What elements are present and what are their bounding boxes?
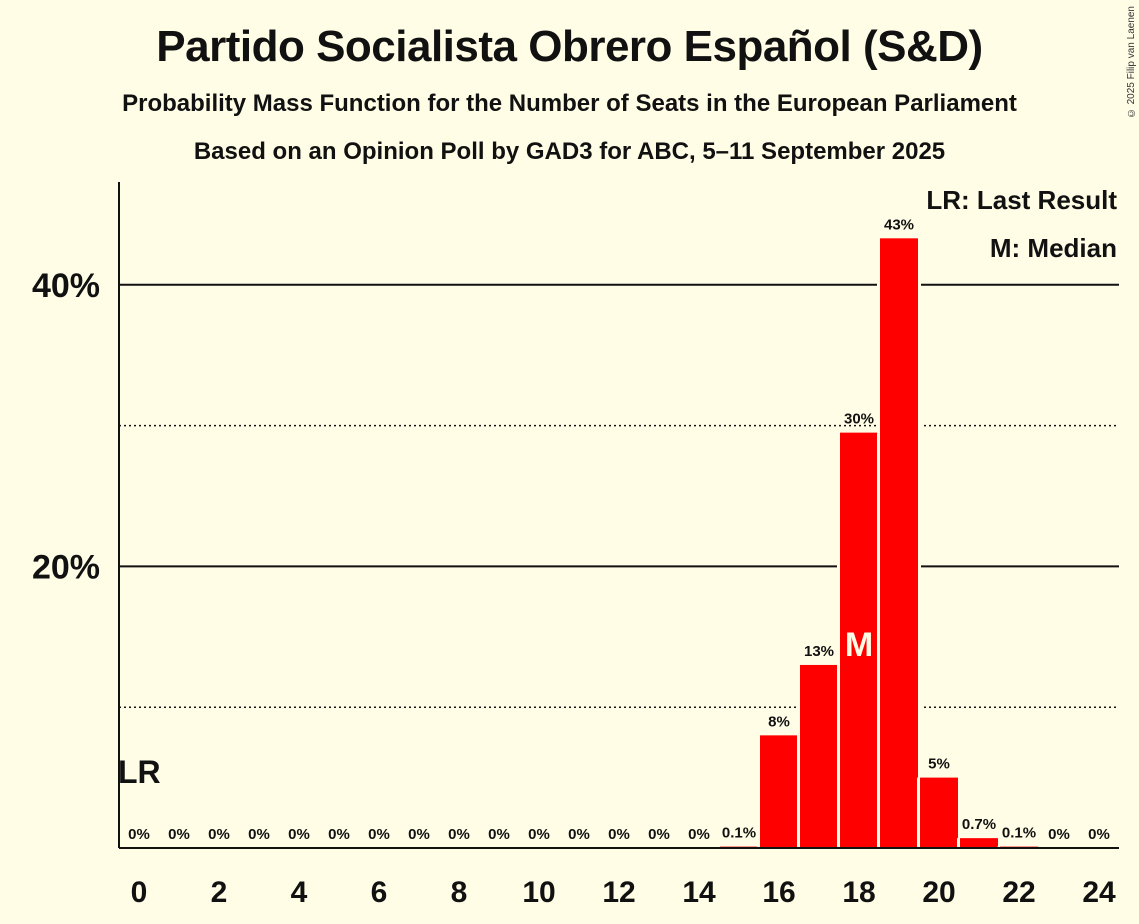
last-result-marker: LR (118, 754, 161, 790)
data-label: 43% (884, 216, 914, 233)
bar (880, 238, 918, 848)
data-label: 0% (568, 826, 590, 843)
data-label: 0% (648, 826, 670, 843)
x-tick-label: 6 (371, 876, 388, 909)
bar (760, 735, 798, 848)
data-label: 0% (328, 826, 350, 843)
x-tick-label: 2 (211, 876, 228, 909)
x-tick-label: 4 (291, 876, 308, 909)
x-tick-label: 10 (522, 876, 555, 909)
data-label: 0% (1048, 826, 1070, 843)
data-label: 0% (128, 826, 150, 843)
bar (920, 777, 958, 848)
x-tick-label: 12 (602, 876, 635, 909)
chart-subtitle: Probability Mass Function for the Number… (122, 90, 1017, 117)
data-label: 0% (368, 826, 390, 843)
bars (717, 238, 1041, 848)
chart-source: Based on an Opinion Poll by GAD3 for ABC… (193, 138, 946, 165)
x-tick-label: 8 (451, 876, 468, 909)
data-label: 0% (408, 826, 430, 843)
chart-title: Partido Socialista Obrero Español (S&D) (156, 22, 983, 71)
x-tick-label: 22 (1002, 876, 1035, 909)
y-tick-label: 20% (32, 548, 100, 586)
data-label: 0% (168, 826, 190, 843)
bar (840, 432, 878, 848)
median-marker: M (845, 626, 873, 664)
data-label: 0% (1088, 826, 1110, 843)
x-tick-label: 16 (762, 876, 795, 909)
legend-median: M: Median (990, 233, 1117, 263)
x-tick-label: 0 (131, 876, 148, 909)
data-label: 0% (608, 826, 630, 843)
axes: 20%40%0 2 4 6 8 10 12 14 16 18 20 22 24 (32, 182, 1119, 909)
x-tick-label: 18 (842, 876, 875, 909)
y-tick-label: 40% (32, 267, 100, 305)
legend-last-result: LR: Last Result (926, 185, 1117, 215)
data-label: 0% (488, 826, 510, 843)
data-label: 0% (248, 826, 270, 843)
data-label: 0.1% (722, 825, 756, 842)
data-label: 0.1% (1002, 825, 1036, 842)
x-tick-label: 20 (922, 876, 955, 909)
gridlines (119, 283, 1119, 708)
data-label: 0% (288, 826, 310, 843)
x-tick-label: 14 (682, 876, 716, 909)
data-label: 13% (804, 643, 834, 660)
data-label: 0.7% (962, 816, 996, 833)
data-label: 5% (928, 756, 950, 773)
bar (800, 664, 838, 848)
data-label: 8% (768, 713, 790, 730)
data-label: 30% (844, 411, 874, 428)
data-label: 0% (528, 826, 550, 843)
x-tick-label: 24 (1082, 876, 1116, 909)
bar-value-labels: 0% 0% 0% 0% 0% 0% 0% 0% 0% 0% 0% 0% 0% 0% 0% 0.1% 8% 13% 3… (118, 216, 1110, 843)
data-label: 0% (448, 826, 470, 843)
bar (960, 838, 998, 848)
data-label: 0% (208, 826, 230, 843)
data-label: 0% (688, 826, 710, 843)
